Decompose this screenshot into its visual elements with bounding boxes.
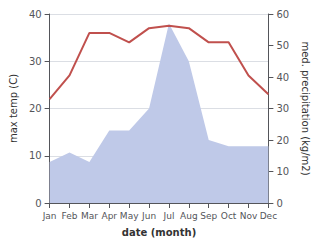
svg-text:30: 30 — [276, 103, 289, 114]
svg-text:Aug: Aug — [180, 211, 198, 221]
svg-text:Jun: Jun — [141, 211, 156, 221]
svg-text:date (month): date (month) — [122, 227, 196, 238]
svg-text:50: 50 — [276, 40, 289, 51]
svg-text:Sep: Sep — [200, 211, 217, 221]
svg-text:20: 20 — [29, 103, 42, 114]
svg-text:May: May — [120, 211, 139, 221]
svg-text:30: 30 — [29, 56, 42, 67]
svg-text:Feb: Feb — [62, 211, 78, 221]
svg-text:Nov: Nov — [240, 211, 258, 221]
svg-text:40: 40 — [29, 9, 42, 20]
svg-text:med. precipitation (kg/m2): med. precipitation (kg/m2) — [300, 41, 311, 175]
svg-text:Apr: Apr — [101, 211, 117, 221]
svg-text:0: 0 — [35, 198, 41, 209]
svg-text:Jul: Jul — [163, 211, 175, 221]
svg-text:20: 20 — [276, 135, 289, 146]
svg-text:60: 60 — [276, 9, 289, 20]
svg-text:Dec: Dec — [260, 211, 277, 221]
svg-text:max temp (C): max temp (C) — [8, 74, 19, 143]
svg-text:0: 0 — [276, 198, 282, 209]
svg-text:Jan: Jan — [42, 211, 57, 221]
svg-text:10: 10 — [276, 166, 289, 177]
svg-text:Oct: Oct — [221, 211, 237, 221]
svg-text:Mar: Mar — [81, 211, 98, 221]
svg-text:40: 40 — [276, 72, 289, 83]
svg-text:10: 10 — [29, 150, 42, 161]
